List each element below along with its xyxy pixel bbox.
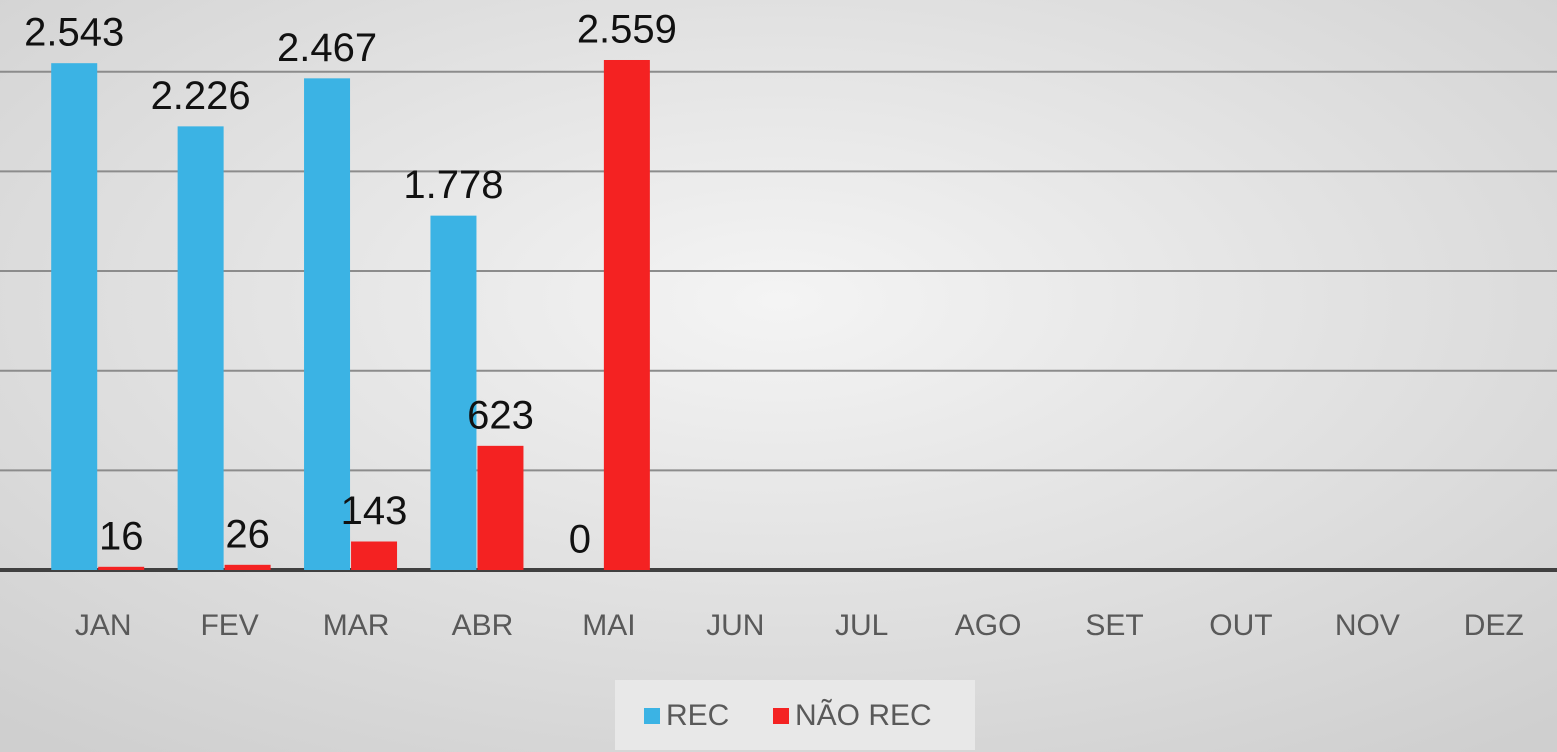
x-tick-label: AGO: [955, 609, 1022, 642]
x-tick-label: MAI: [582, 609, 635, 642]
data-label: 0: [569, 518, 591, 562]
x-tick-label: MAR: [323, 609, 390, 642]
bar: [98, 566, 145, 570]
data-label: 623: [467, 393, 534, 437]
bar: [177, 126, 224, 570]
labels: JAN 2.543 16 FEV 2.226 26 MAR 2.467 143 ABR 1.778 6…: [24, 8, 1524, 642]
bar: [224, 564, 271, 570]
x-tick-label: JUN: [706, 609, 764, 642]
bar: [51, 63, 98, 570]
legend-swatch: [644, 708, 660, 724]
bar: [304, 78, 351, 570]
x-tick-label: OUT: [1209, 609, 1272, 642]
legend-swatch: [773, 708, 789, 724]
data-label: 1.778: [403, 163, 503, 207]
data-label: 16: [99, 514, 144, 558]
bar: [351, 541, 398, 570]
data-label: 2.467: [277, 26, 377, 70]
data-label: 2.226: [151, 74, 251, 118]
x-tick-label: JAN: [75, 609, 132, 642]
bar: [603, 59, 650, 570]
data-label: 2.559: [577, 8, 677, 52]
bar: [477, 445, 524, 570]
data-label: 2.543: [24, 11, 124, 55]
x-tick-label: DEZ: [1464, 609, 1524, 642]
x-tick-label: SET: [1085, 609, 1143, 642]
x-tick-label: ABR: [452, 609, 514, 642]
x-tick-label: NOV: [1335, 609, 1400, 642]
x-tick-label: JUL: [835, 609, 888, 642]
legend-box: [615, 680, 975, 750]
bar: [430, 215, 477, 571]
legend-label: REC: [666, 699, 729, 732]
legend-label: NÃO REC: [795, 698, 932, 732]
legend: REC NÃO REC: [644, 698, 932, 732]
data-label: 26: [225, 512, 270, 556]
x-tick-label: FEV: [200, 609, 258, 642]
bars: [51, 59, 650, 571]
data-label: 143: [341, 489, 408, 533]
